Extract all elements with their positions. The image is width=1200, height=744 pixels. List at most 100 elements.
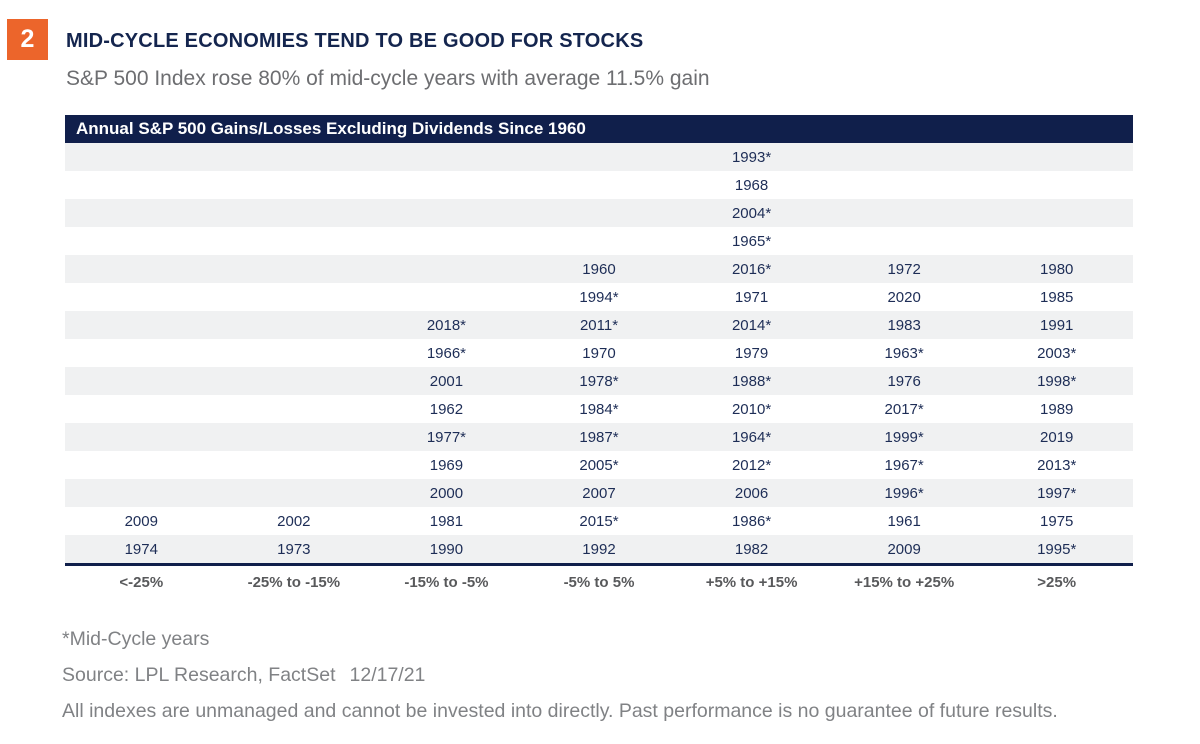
year-cell: 1977* — [426, 428, 467, 446]
table-row: 2001 1978* 1988* 1976 1998* — [65, 367, 1133, 395]
year-cell: 1972 — [887, 260, 921, 278]
year-cell: 1997* — [1037, 484, 1077, 502]
year-cell: 1985 — [1040, 288, 1074, 306]
year-cell: 1965* — [731, 232, 772, 250]
table-row: 1960 2016* 1972 1980 — [65, 255, 1133, 283]
year-cell: 2004* — [731, 204, 772, 222]
empty-cell — [370, 199, 523, 227]
year-grid: 1993* 1968 2004* 1965* 1960 2016* 1972 1980 1994… — [65, 143, 1133, 566]
bin-label: +5% to +15% — [705, 573, 798, 591]
year-cell: 1961 — [887, 512, 921, 530]
table-row: 1966* 1970 1979 1963* 2003* — [65, 339, 1133, 367]
page-title: MID-CYCLE ECONOMIES TEND TO BE GOOD FOR … — [66, 30, 644, 52]
figure-number: 2 — [20, 25, 35, 53]
year-cell: 1996* — [884, 484, 924, 502]
table-row: 1965* — [65, 227, 1133, 255]
bin-label: >25% — [1037, 573, 1077, 591]
year-cell: 2012* — [731, 456, 772, 474]
bin-label: -25% to -15% — [247, 573, 341, 591]
year-cell: 1963* — [884, 344, 924, 362]
empty-cell — [65, 143, 218, 171]
year-cell: 2000 — [429, 484, 464, 502]
year-cell: 1989 — [1040, 400, 1074, 418]
empty-cell — [370, 143, 523, 171]
empty-cell — [218, 479, 371, 507]
empty-cell — [65, 171, 218, 199]
year-cell: 2016* — [731, 260, 772, 278]
table-row: 1968 — [65, 171, 1133, 199]
empty-cell — [65, 283, 218, 311]
year-cell: 1968 — [734, 176, 769, 194]
year-cell: 1978* — [579, 372, 619, 390]
table-title-bar: Annual S&P 500 Gains/Losses Excluding Di… — [65, 115, 1133, 143]
year-cell: 1990 — [429, 540, 464, 558]
bin-label: +15% to +25% — [854, 573, 955, 591]
year-cell: 2018* — [426, 316, 467, 334]
bin-label: -5% to 5% — [563, 573, 635, 591]
empty-cell — [370, 255, 523, 283]
empty-cell — [218, 143, 371, 171]
empty-cell — [65, 199, 218, 227]
year-cell: 2009 — [887, 540, 921, 558]
year-cell: 2007 — [582, 484, 616, 502]
empty-cell — [218, 339, 371, 367]
table-row: 2004* — [65, 199, 1133, 227]
bin-label: -15% to -5% — [404, 573, 489, 591]
empty-cell — [218, 395, 371, 423]
year-cell: 2017* — [884, 400, 924, 418]
table-row: 1977* 1987* 1964* 1999* 2019 — [65, 423, 1133, 451]
year-cell: 2003* — [1037, 344, 1077, 362]
year-cell: 1998* — [1037, 372, 1077, 390]
empty-cell — [523, 199, 676, 227]
empty-cell — [218, 423, 371, 451]
table-row: 2000 2007 2006 1996* 1997* — [65, 479, 1133, 507]
empty-cell — [523, 227, 676, 255]
year-cell: 1974 — [124, 540, 158, 558]
table-row: 1962 1984* 2010* 2017* 1989 — [65, 395, 1133, 423]
empty-cell — [65, 311, 218, 339]
bin-label: <-25% — [119, 573, 164, 591]
year-cell: 1966* — [426, 344, 467, 362]
year-cell: 2009 — [124, 512, 158, 530]
empty-cell — [65, 255, 218, 283]
year-cell: 2013* — [1037, 456, 1077, 474]
year-cell: 1991 — [1040, 316, 1074, 334]
returns-table: Annual S&P 500 Gains/Losses Excluding Di… — [65, 115, 1133, 593]
bin-labels-row: <-25% -25% to -15% -15% to -5% -5% to 5% +5%… — [65, 571, 1133, 593]
year-cell: 2010* — [731, 400, 772, 418]
year-cell: 1969 — [429, 456, 464, 474]
figure-number-badge: 2 — [7, 19, 48, 60]
year-cell: 1986* — [731, 512, 772, 530]
table-row: 1994* 1971 2020 1985 — [65, 283, 1133, 311]
midcycle-note: *Mid-Cycle years — [62, 627, 210, 650]
year-cell: 1964* — [731, 428, 772, 446]
year-cell: 1999* — [884, 428, 924, 446]
empty-cell — [65, 479, 218, 507]
empty-cell — [980, 171, 1133, 199]
year-cell: 1981 — [429, 512, 464, 530]
empty-cell — [980, 227, 1133, 255]
empty-cell — [65, 423, 218, 451]
empty-cell — [218, 283, 371, 311]
year-cell: 1962 — [429, 400, 464, 418]
year-cell: 1975 — [1040, 512, 1074, 530]
empty-cell — [980, 143, 1133, 171]
year-cell: 1983 — [887, 316, 921, 334]
year-cell: 1988* — [731, 372, 772, 390]
footnotes: *Mid-Cycle years Source: LPL Research, F… — [62, 621, 1058, 729]
empty-cell — [218, 227, 371, 255]
year-cell: 1973 — [277, 540, 311, 558]
empty-cell — [218, 367, 371, 395]
empty-cell — [65, 367, 218, 395]
empty-cell — [218, 451, 371, 479]
empty-cell — [65, 451, 218, 479]
year-cell: 2014* — [731, 316, 772, 334]
table-row: 2018* 2011* 2014* 1983 1991 — [65, 311, 1133, 339]
empty-cell — [828, 199, 981, 227]
source-date: 12/17/21 — [349, 663, 426, 686]
year-cell: 1971 — [734, 288, 769, 306]
source-label: Source: LPL Research, FactSet — [62, 663, 336, 686]
year-cell: 1967* — [884, 456, 924, 474]
year-cell: 1984* — [579, 400, 619, 418]
empty-cell — [980, 199, 1133, 227]
